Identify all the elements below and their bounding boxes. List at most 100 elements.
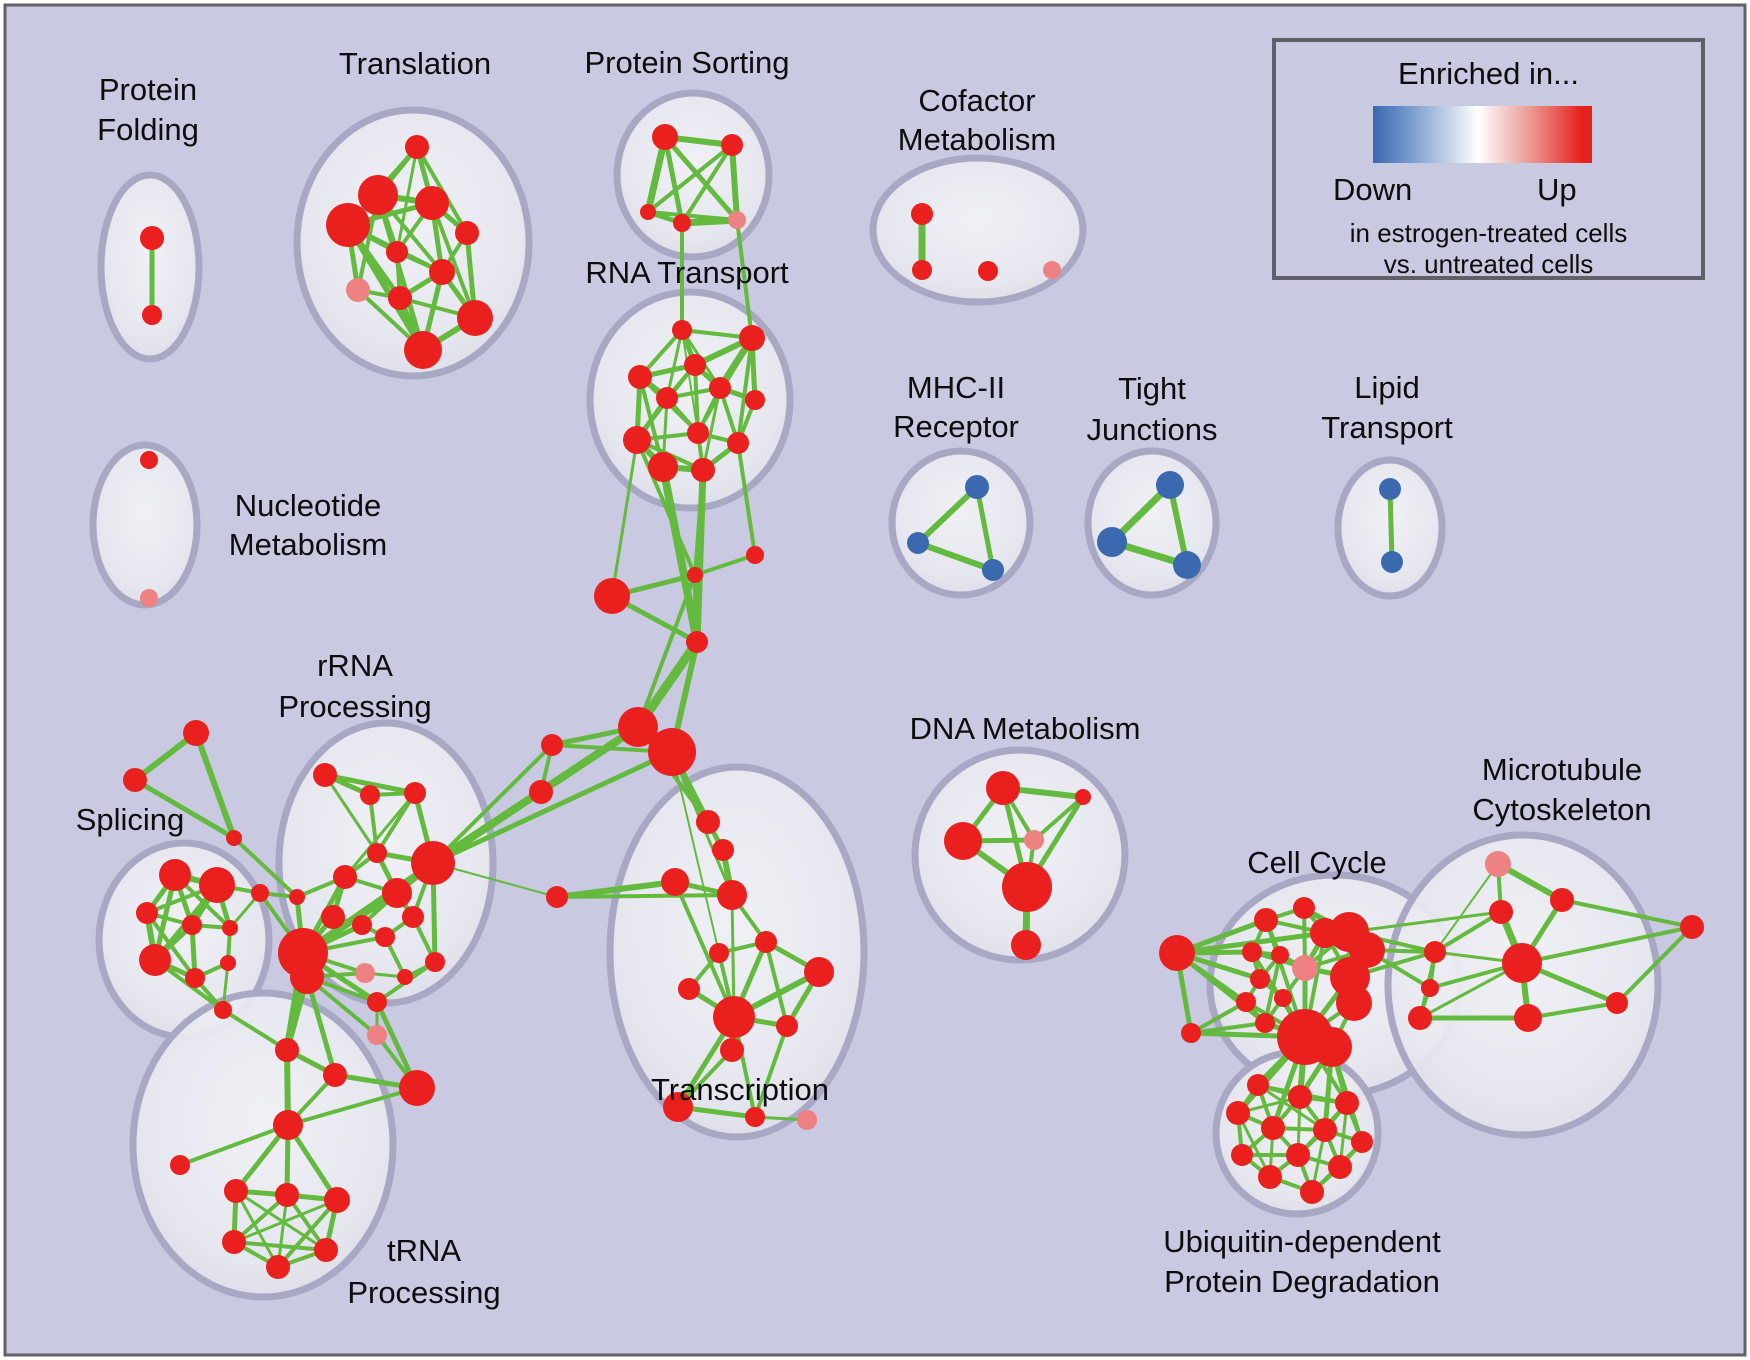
node-cell_cycle-12 bbox=[1255, 1013, 1275, 1033]
edge bbox=[673, 880, 736, 1019]
node-rna_transport-3 bbox=[628, 365, 652, 389]
node-rrna-15 bbox=[425, 952, 445, 972]
labels-layer: Protein Folding Translation Protein Sorting… bbox=[76, 45, 1652, 1310]
edge bbox=[1387, 486, 1395, 565]
node-ubiquitin-7 bbox=[1231, 1144, 1253, 1166]
node-rna_transport-10 bbox=[648, 452, 678, 482]
node-hub-2 bbox=[541, 734, 563, 756]
edge bbox=[554, 879, 678, 900]
node-ubiquitin-2 bbox=[1335, 1091, 1359, 1115]
node-protein_sorting-1 bbox=[721, 134, 743, 156]
node-microtubule-2 bbox=[1489, 900, 1513, 924]
edge bbox=[1032, 795, 1085, 842]
node-splicing-5 bbox=[139, 944, 171, 976]
node-cofactor-0 bbox=[911, 203, 933, 225]
edge-link bbox=[1347, 910, 1503, 934]
edge bbox=[322, 772, 418, 796]
cluster-label-protein_folding: Protein Folding bbox=[97, 72, 199, 147]
edge bbox=[662, 134, 685, 226]
edge bbox=[764, 940, 789, 1028]
node-microtubule-6 bbox=[1680, 915, 1704, 939]
cluster-label-trna: tRNA Processing bbox=[347, 1233, 500, 1310]
node-translation-5 bbox=[386, 241, 408, 263]
edge bbox=[232, 1198, 339, 1244]
cluster-label-cell_cycle: Cell Cycle bbox=[1247, 845, 1387, 880]
node-translation-7 bbox=[346, 278, 370, 302]
node-trna-9 bbox=[314, 1238, 338, 1262]
cluster-label-rrna: rRNA Processing bbox=[278, 648, 431, 724]
edge bbox=[375, 791, 417, 855]
node-lipid-1 bbox=[1381, 551, 1403, 573]
edge bbox=[276, 1198, 339, 1269]
edge-link bbox=[659, 463, 701, 646]
node-tight_junctions-0 bbox=[1156, 471, 1184, 499]
node-trna-6 bbox=[275, 1183, 299, 1207]
nodes-layer bbox=[123, 124, 1704, 1279]
edge bbox=[1189, 1000, 1248, 1035]
node-cell_cycle-19 bbox=[1421, 979, 1439, 997]
legend-title: Enriched in... bbox=[1398, 56, 1579, 91]
node-mhc-1 bbox=[907, 532, 929, 554]
cluster-label-mhc: MHC-II Receptor bbox=[893, 370, 1019, 444]
cluster-shape-mhc bbox=[888, 447, 1034, 599]
cluster-shape-transcription bbox=[606, 763, 868, 1141]
cluster-shape-cofactor bbox=[869, 154, 1087, 306]
node-tight_junctions-1 bbox=[1097, 527, 1127, 557]
edge bbox=[323, 773, 379, 855]
node-lipid-0 bbox=[1379, 478, 1401, 500]
node-rna_transport-9 bbox=[727, 432, 749, 454]
node-rrna-4 bbox=[333, 865, 357, 889]
cluster-label-nucleotide: Nucleotide Metabolism bbox=[229, 488, 388, 562]
node-trna-2 bbox=[399, 1070, 435, 1106]
cluster-label-dna: DNA Metabolism bbox=[910, 711, 1141, 746]
node-rna_transport-11 bbox=[691, 458, 715, 482]
node-splicing-7 bbox=[220, 955, 236, 971]
node-transcription-12 bbox=[663, 1092, 693, 1122]
node-cell_cycle-6 bbox=[1242, 942, 1262, 962]
edge-link bbox=[736, 441, 757, 557]
node-protein_sorting-0 bbox=[652, 124, 678, 150]
node-nucleotide-0 bbox=[140, 451, 158, 469]
node-ubiquitin-5 bbox=[1313, 1118, 1337, 1142]
edge bbox=[375, 192, 426, 353]
node-hub-5 bbox=[687, 567, 703, 583]
edge-link bbox=[610, 438, 639, 598]
node-ubiquitin-0 bbox=[1247, 1074, 1269, 1096]
node-hub-1 bbox=[648, 728, 696, 776]
edge bbox=[234, 1189, 280, 1269]
edge bbox=[286, 1086, 419, 1127]
cluster-label-microtubule: Microtubule Cytoskeleton bbox=[1472, 752, 1651, 827]
node-splicing_arm-0 bbox=[183, 720, 209, 746]
node-splicing-2 bbox=[136, 902, 158, 924]
node-transcription-4 bbox=[546, 886, 568, 908]
edge bbox=[234, 1189, 328, 1252]
node-ubiquitin-4 bbox=[1261, 1116, 1285, 1140]
node-trna-7 bbox=[324, 1187, 350, 1213]
node-splicing-3 bbox=[182, 915, 202, 935]
edge-link bbox=[431, 743, 554, 865]
node-ubiquitin-3 bbox=[1226, 1101, 1250, 1125]
edge bbox=[1520, 925, 1694, 965]
node-transcription-7 bbox=[804, 957, 834, 987]
node-translation-3 bbox=[326, 203, 370, 247]
cluster-label-protein_sorting: Protein Sorting bbox=[584, 45, 789, 80]
node-splicing_arm-1 bbox=[123, 768, 147, 792]
node-rna_transport-5 bbox=[709, 377, 731, 399]
node-ubiquitin-9 bbox=[1328, 1155, 1352, 1179]
node-cell_cycle-3 bbox=[1293, 897, 1315, 919]
node-rna_transport-2 bbox=[684, 354, 706, 376]
node-tight_junctions-2 bbox=[1173, 551, 1201, 579]
node-hub-6 bbox=[686, 631, 708, 653]
node-hub-0 bbox=[618, 707, 658, 747]
node-mhc-2 bbox=[982, 559, 1004, 581]
edge-link bbox=[635, 438, 697, 577]
node-cell_cycle-8 bbox=[1292, 955, 1318, 981]
node-rrna-8 bbox=[321, 905, 345, 929]
node-transcription-8 bbox=[678, 978, 700, 1000]
node-cell_cycle-11 bbox=[1274, 989, 1292, 1007]
edge bbox=[1560, 898, 1694, 929]
node-trna-10 bbox=[266, 1255, 290, 1279]
node-rrna-9 bbox=[352, 915, 372, 935]
node-rrna-16 bbox=[367, 992, 387, 1012]
